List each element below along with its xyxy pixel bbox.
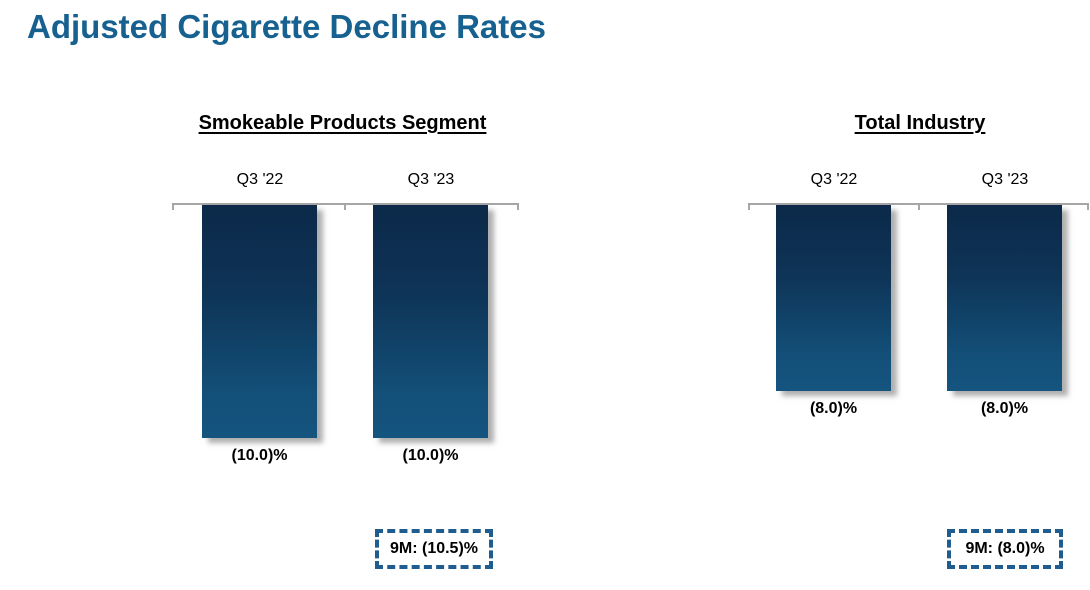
category-label: Q3 '23 bbox=[407, 171, 455, 188]
category-label: Q3 '22 bbox=[236, 171, 284, 188]
value-label: (10.0)% bbox=[402, 447, 459, 464]
panel-title-smokeable: Smokeable Products Segment bbox=[198, 112, 487, 134]
bar-column: (8.0)% bbox=[947, 205, 1062, 418]
nine-month-annotation-box: 9M: (8.0)% bbox=[947, 529, 1063, 569]
value-label: (8.0)% bbox=[980, 400, 1029, 417]
bar-column: (10.0)% bbox=[202, 205, 317, 465]
axis-tick bbox=[344, 203, 346, 210]
slide-title: Adjusted Cigarette Decline Rates bbox=[27, 8, 546, 45]
axis-zero-line bbox=[172, 203, 519, 210]
category-label: Q3 '22 bbox=[810, 171, 858, 188]
bar bbox=[202, 205, 317, 438]
axis-tick bbox=[748, 203, 750, 210]
axis-tick bbox=[517, 203, 519, 210]
axis-tick bbox=[918, 203, 920, 210]
axis-zero-line bbox=[748, 203, 1089, 210]
value-label: (8.0)% bbox=[809, 400, 858, 417]
bar bbox=[373, 205, 488, 438]
bar bbox=[776, 205, 891, 391]
axis-tick bbox=[1087, 203, 1089, 210]
bar bbox=[947, 205, 1062, 391]
value-label: (10.0)% bbox=[231, 447, 288, 464]
category-label: Q3 '23 bbox=[981, 171, 1029, 188]
bar-column: (8.0)% bbox=[776, 205, 891, 418]
nine-month-annotation-text: 9M: (10.5)% bbox=[389, 540, 479, 557]
nine-month-annotation-text: 9M: (8.0)% bbox=[965, 540, 1045, 557]
bar-column: (10.0)% bbox=[373, 205, 488, 465]
axis-tick bbox=[172, 203, 174, 210]
nine-month-annotation-box: 9M: (10.5)% bbox=[375, 529, 493, 569]
panel-title-total-industry: Total Industry bbox=[854, 112, 986, 134]
